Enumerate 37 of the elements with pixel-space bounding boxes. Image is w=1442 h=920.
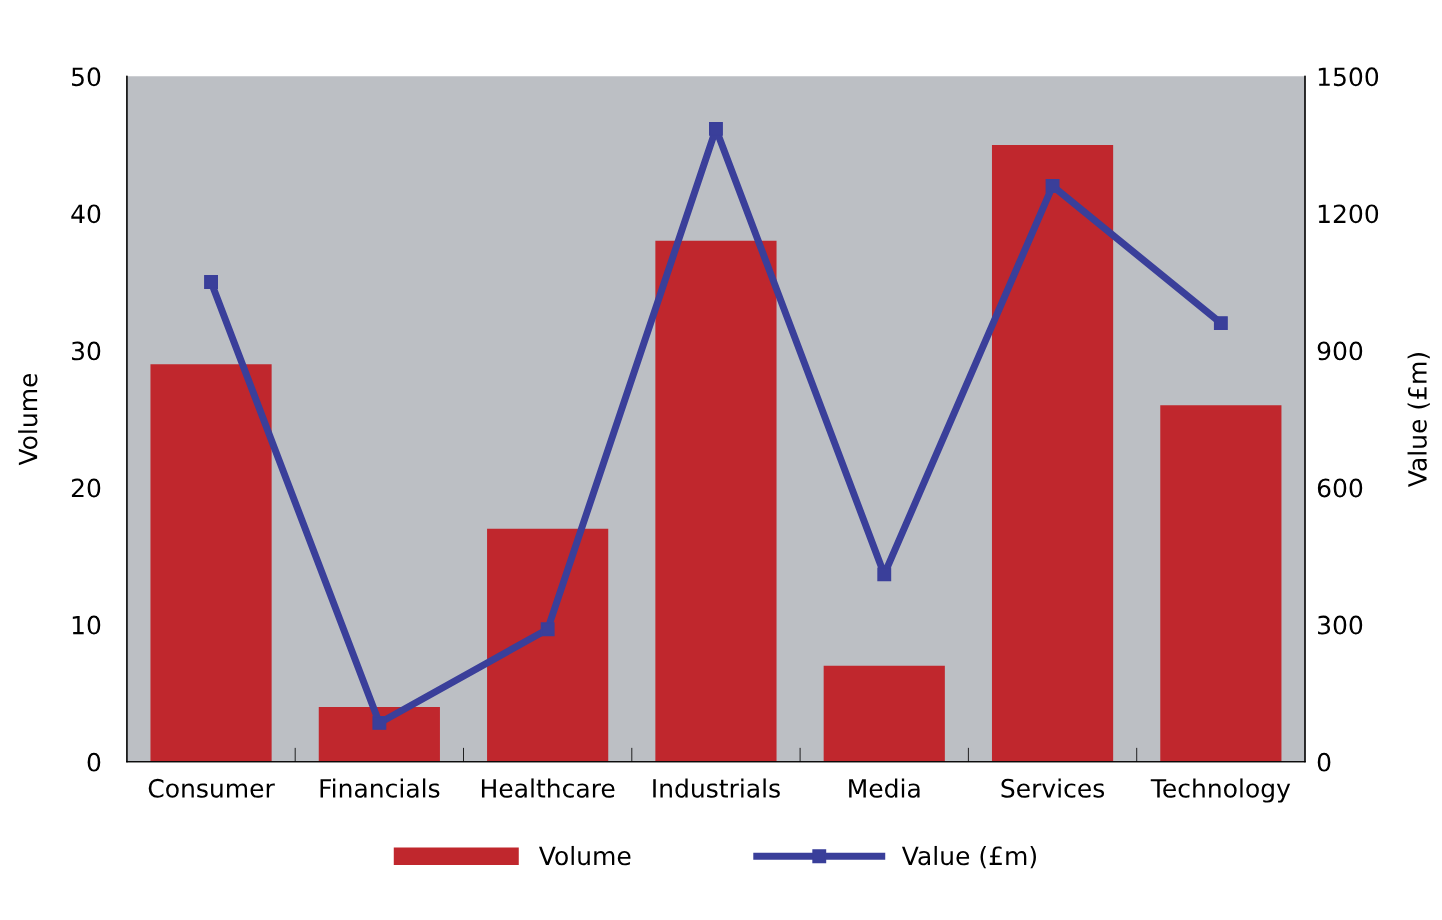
y-tick-label: 30 [71, 341, 101, 361]
bar [823, 665, 945, 762]
x-tick-label: Financials [320, 778, 440, 798]
x-tick-label: Media [849, 778, 920, 798]
x-tick-label: Healthcare [481, 778, 615, 798]
bar [487, 528, 609, 762]
y-tick-label: 0 [87, 752, 101, 772]
y-axis-title: Volume [18, 373, 38, 466]
bar [1160, 405, 1282, 762]
y-tick-label: 50 [72, 67, 101, 87]
bar [655, 240, 777, 762]
point [540, 622, 555, 637]
bar [318, 706, 440, 762]
x-tick-label: Services [1001, 778, 1105, 798]
y2-tick-label: 600 [1317, 478, 1363, 498]
point [877, 567, 892, 582]
y-tick-label: 20 [71, 478, 101, 498]
point [709, 121, 723, 136]
y2-tick-label: 0 [1317, 752, 1331, 772]
point [1045, 179, 1060, 193]
y2-tick-label: 300 [1318, 615, 1363, 635]
y-tick-label: 10 [72, 615, 101, 635]
y2-tick-label: 1500 [1318, 67, 1379, 87]
x-tick-label: Industrials [653, 778, 780, 798]
y2-axis-title: Value (£m) [1407, 353, 1430, 488]
y2-tick-label: 1200 [1318, 204, 1379, 224]
bar [991, 144, 1114, 762]
x-tick-label: Technology [1150, 778, 1291, 803]
x-tick-label: Consumer [148, 778, 275, 798]
point [204, 275, 218, 289]
y-tick-label: 40 [71, 204, 101, 224]
bar [150, 364, 272, 762]
legend-label: Volume [538, 845, 631, 866]
point [372, 715, 387, 730]
y2-tick-label: 900 [1317, 341, 1363, 361]
point [1213, 316, 1228, 331]
legend-label: Value (£m) [901, 845, 1036, 869]
